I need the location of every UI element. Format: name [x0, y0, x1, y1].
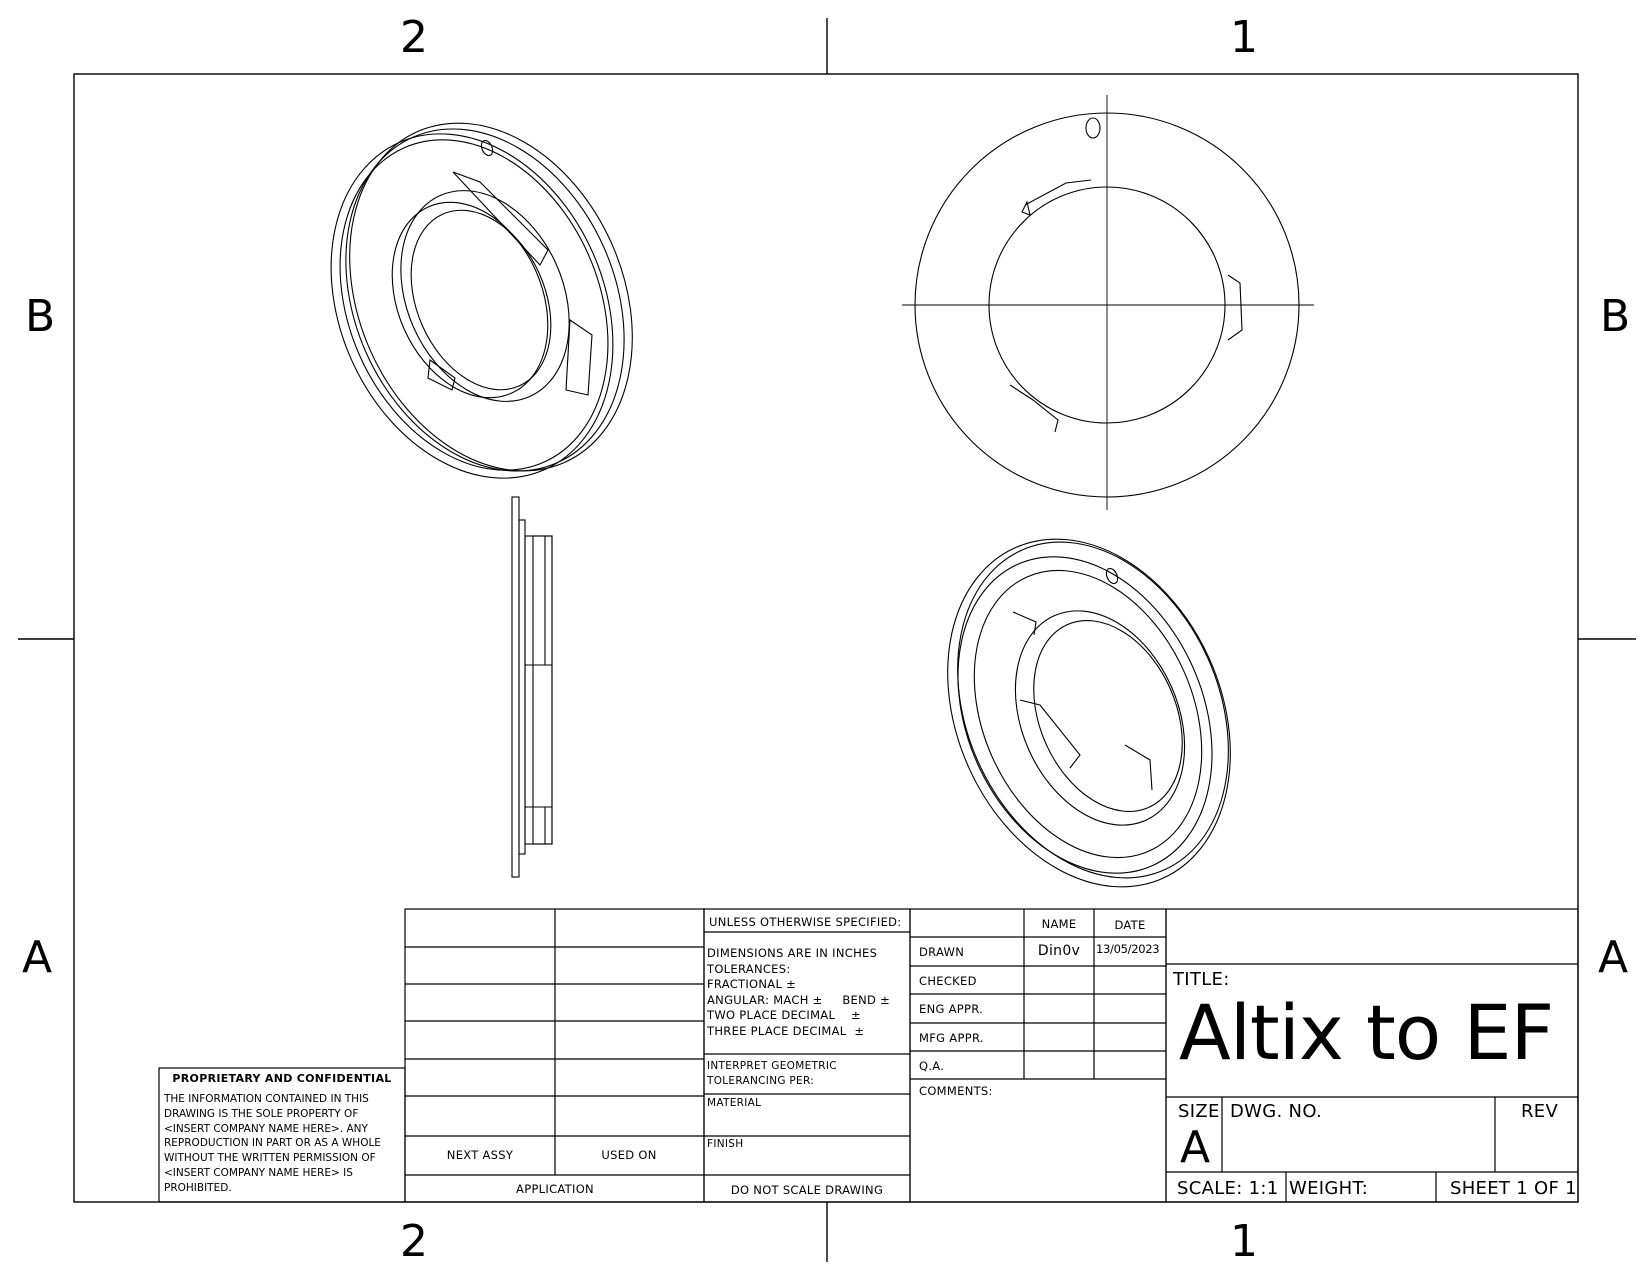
dwg-no-label: DWG. NO.	[1230, 1101, 1323, 1122]
drawing-title: Altix to EF	[1178, 988, 1554, 1077]
drawn-label: DRAWN	[919, 945, 965, 959]
zone-label-bottom-2: 2	[400, 1216, 428, 1267]
zone-label-top-2: 2	[400, 12, 428, 63]
front-view	[902, 95, 1314, 510]
rev-label: REV	[1521, 1101, 1559, 1122]
confidential-body: THE INFORMATION CONTAINED IN THIS DRAWIN…	[164, 1093, 381, 1194]
checked-label: CHECKED	[919, 974, 977, 988]
next-assy-label: NEXT ASSY	[446, 1148, 514, 1162]
zone-label-left-b: B	[25, 291, 56, 342]
zone-label-top-1: 1	[1230, 12, 1258, 63]
isometric-view-bottom-right	[947, 538, 1231, 888]
eng-appr-label: ENG APPR.	[919, 1002, 984, 1016]
comments-label: COMMENTS:	[919, 1084, 993, 1098]
side-view	[511, 496, 553, 878]
date-header: DATE	[1114, 918, 1146, 932]
material-label: MATERIAL	[707, 1097, 762, 1109]
zone-label-bottom-1: 1	[1230, 1216, 1258, 1267]
zone-label-right-b: B	[1600, 291, 1631, 342]
application-label: APPLICATION	[516, 1182, 594, 1196]
title-label: TITLE:	[1173, 969, 1230, 990]
size-value: A	[1180, 1122, 1211, 1173]
interpret-label-1: INTERPRET GEOMETRIC	[707, 1060, 837, 1072]
sheet-label: SHEET 1 OF 1	[1450, 1178, 1577, 1199]
used-on-label: USED ON	[601, 1148, 657, 1162]
qa-label: Q.A.	[919, 1059, 945, 1073]
scale-label: SCALE: 1:1	[1177, 1178, 1279, 1199]
drawn-date[interactable]: 13/05/2023	[1096, 942, 1160, 956]
interpret-label-2: TOLERANCING PER:	[707, 1075, 815, 1087]
zone-label-left-a: A	[22, 932, 53, 983]
zone-label-right-a: A	[1598, 932, 1629, 983]
finish-label: FINISH	[707, 1138, 744, 1150]
title-block-grid	[158, 908, 1579, 1203]
size-label: SIZE	[1178, 1101, 1220, 1122]
weight-label: WEIGHT:	[1289, 1178, 1369, 1199]
unless-specified-label: UNLESS OTHERWISE SPECIFIED:	[709, 915, 902, 929]
drawn-name[interactable]: Din0v	[1037, 943, 1081, 959]
confidential-heading: PROPRIETARY AND CONFIDENTIAL	[172, 1072, 392, 1085]
name-header: NAME	[1041, 917, 1077, 931]
mfg-appr-label: MFG APPR.	[919, 1031, 984, 1045]
isometric-view-top-left	[330, 122, 633, 479]
do-not-scale-label: DO NOT SCALE DRAWING	[730, 1183, 884, 1197]
tolerances-text: DIMENSIONS ARE IN INCHES TOLERANCES: FRA…	[707, 946, 891, 1038]
